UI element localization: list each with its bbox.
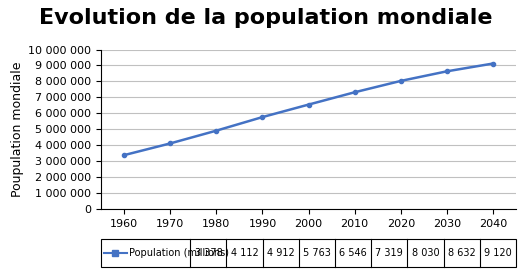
Text: Evolution de la population mondiale: Evolution de la population mondiale	[39, 8, 493, 28]
Text: 3 378: 3 378	[195, 248, 222, 258]
Text: 7 319: 7 319	[376, 248, 403, 258]
Text: 8 030: 8 030	[412, 248, 439, 258]
Text: Population (millions): Population (millions)	[129, 248, 229, 258]
Text: 6 546: 6 546	[339, 248, 367, 258]
Text: 5 763: 5 763	[303, 248, 331, 258]
Text: 9 120: 9 120	[484, 248, 512, 258]
Y-axis label: Poupulation mondiale: Poupulation mondiale	[11, 62, 24, 197]
Text: 4 112: 4 112	[231, 248, 259, 258]
Text: 8 632: 8 632	[448, 248, 476, 258]
Text: 4 912: 4 912	[267, 248, 295, 258]
